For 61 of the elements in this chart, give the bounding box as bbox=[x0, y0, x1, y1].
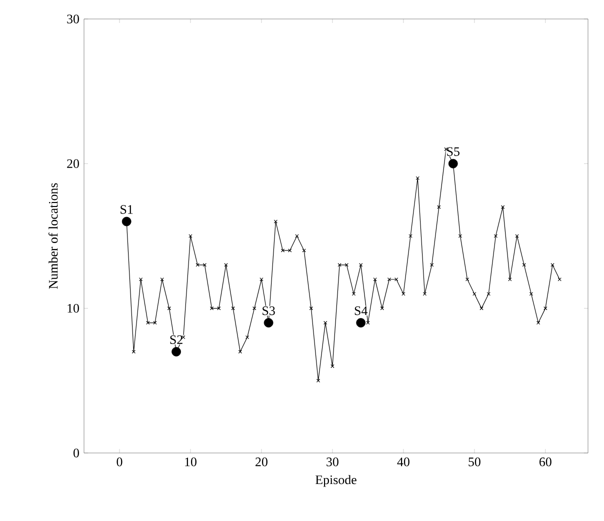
point bbox=[202, 263, 207, 267]
x-tick-label: 10 bbox=[185, 458, 196, 466]
point bbox=[146, 320, 150, 325]
point bbox=[380, 306, 384, 310]
point bbox=[373, 278, 377, 282]
point bbox=[500, 205, 505, 209]
point bbox=[387, 278, 392, 282]
point bbox=[224, 263, 228, 267]
x-axis-title: Episode bbox=[316, 475, 356, 487]
point bbox=[472, 292, 476, 296]
point bbox=[394, 278, 398, 282]
point bbox=[544, 306, 548, 310]
point bbox=[422, 292, 427, 296]
point bbox=[274, 220, 278, 224]
point bbox=[231, 306, 235, 310]
x-tick-label: 40 bbox=[397, 458, 410, 466]
point bbox=[138, 278, 143, 282]
point bbox=[529, 292, 534, 296]
point bbox=[217, 306, 221, 310]
y-tick-label: 0 bbox=[74, 448, 79, 458]
point bbox=[324, 320, 328, 325]
y-axis-title: Number of locations bbox=[48, 183, 58, 289]
y-tick-label: 20 bbox=[67, 159, 79, 168]
annotation: S2 bbox=[170, 335, 182, 344]
point bbox=[260, 278, 264, 282]
annotation: S3 bbox=[262, 306, 275, 316]
point bbox=[448, 158, 458, 168]
x-tick-label: 20 bbox=[256, 458, 268, 466]
point bbox=[252, 306, 256, 310]
point bbox=[356, 318, 366, 328]
point bbox=[458, 234, 462, 238]
point bbox=[480, 306, 484, 310]
point bbox=[550, 263, 554, 267]
point bbox=[122, 216, 132, 226]
point bbox=[132, 350, 136, 354]
x-tick-label: 60 bbox=[539, 458, 552, 466]
point bbox=[402, 292, 406, 296]
annotation: S5 bbox=[447, 147, 460, 156]
point bbox=[465, 278, 470, 282]
annotation: S1 bbox=[120, 205, 133, 214]
point bbox=[366, 320, 370, 325]
point bbox=[153, 320, 157, 325]
point bbox=[330, 364, 334, 368]
point bbox=[280, 248, 285, 252]
point bbox=[288, 248, 292, 252]
point bbox=[172, 347, 181, 356]
point bbox=[264, 318, 274, 328]
point bbox=[358, 263, 363, 267]
point bbox=[494, 234, 498, 238]
point bbox=[316, 378, 320, 383]
point bbox=[536, 320, 540, 325]
point bbox=[210, 306, 214, 310]
point bbox=[430, 263, 434, 267]
x-tick-label: 0 bbox=[116, 458, 122, 466]
x-tick-label: 30 bbox=[326, 458, 338, 466]
point bbox=[352, 292, 356, 296]
y-tick-label: 30 bbox=[67, 14, 79, 24]
point bbox=[344, 263, 348, 267]
annotation: S4 bbox=[354, 306, 368, 316]
x-tick-label: 50 bbox=[468, 458, 480, 466]
y-tick-label: 10 bbox=[68, 304, 79, 313]
